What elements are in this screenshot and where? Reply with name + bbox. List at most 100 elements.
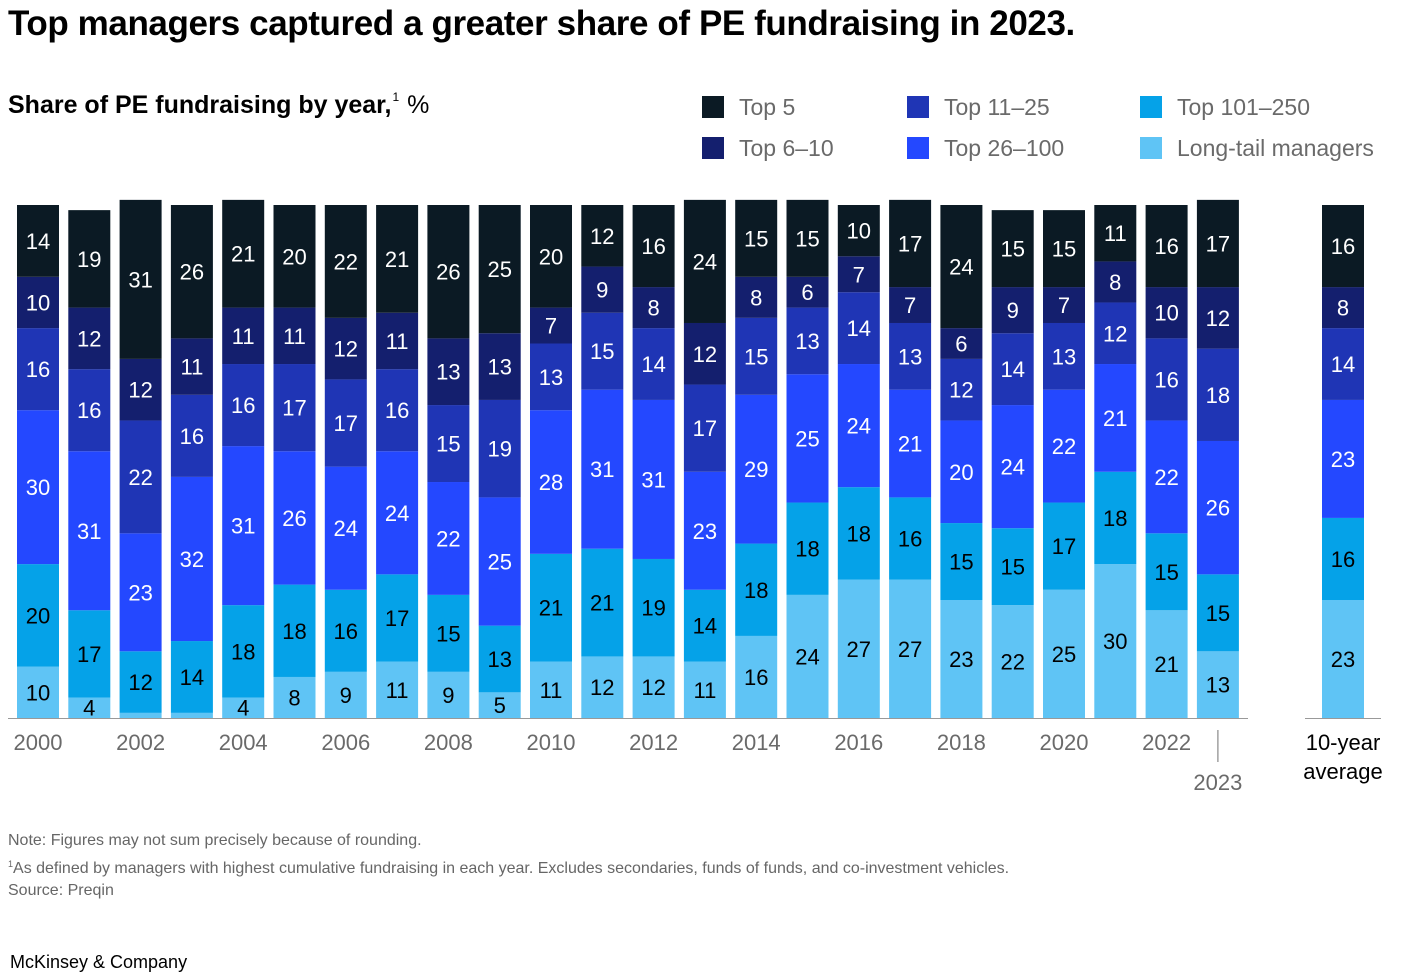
data-label-2004-top-5: 21: [231, 242, 255, 267]
data-label-2016-top-6-10: 7: [853, 262, 865, 287]
bar-segment-2012-top-26-100: [632, 399, 675, 559]
data-label-2012-top-11-25: 14: [641, 352, 665, 377]
data-label-2007-top-11-25: 16: [385, 398, 409, 423]
bar-segment-2008-top-6-10: [427, 338, 470, 406]
data-label-2016-top-11-25: 14: [847, 316, 871, 341]
data-label-2005-top-5: 20: [282, 244, 306, 269]
data-label-2021-top-5: 11: [1104, 221, 1127, 246]
bar-segment-2010-top-101-250: [530, 553, 572, 662]
x-tick-label-2023: 2023: [1193, 770, 1242, 795]
data-label-2015-top-101-250: 18: [795, 537, 819, 562]
data-label-2012-top-5: 16: [641, 234, 665, 259]
bar-segment-2007-top-11-25: [376, 369, 419, 452]
data-label-2021-long-tail-managers: 30: [1103, 629, 1127, 654]
bar-segment-2012-top-6-10: [632, 287, 675, 329]
bar-segment-2014-top-11-25: [735, 317, 778, 395]
bar-segment-2022-top-5: [1145, 205, 1188, 288]
bar-segment-2018-top-6-10: [940, 328, 983, 359]
bar-segment-2004-top-26-100: [222, 446, 265, 606]
bar-segment-2010-top-6-10: [530, 307, 572, 344]
legend-item-top-6-10: Top 6–10: [702, 133, 834, 163]
legend-swatch-long-tail: [1140, 137, 1162, 159]
data-label-2016-top-5: 10: [847, 219, 871, 244]
bar-segment-2015-long-tail-managers: [786, 594, 829, 718]
data-label-average-top-5: 16: [1331, 234, 1355, 259]
average-label-line2: average: [1303, 759, 1383, 784]
bar-segment-2021-long-tail-managers: [1094, 564, 1137, 718]
legend-swatch-top-5: [702, 96, 724, 118]
legend-swatch-top-11-25: [907, 96, 929, 118]
data-label-2007-top-5: 21: [385, 247, 409, 272]
source-note: Source: Preqin: [8, 882, 114, 899]
bar-segment-2004-top-11-25: [222, 364, 265, 447]
data-label-2020-top-101-250: 17: [1052, 534, 1076, 559]
bar-segment-2022-top-26-100: [1145, 420, 1188, 534]
bar-segment-2016-top-101-250: [837, 487, 880, 580]
data-label-2012-long-tail-managers: 12: [641, 675, 665, 700]
data-label-2012-top-6-10: 8: [647, 296, 659, 321]
data-label-2001-top-6-10: 12: [77, 326, 101, 351]
data-label-2016-long-tail-managers: 27: [847, 637, 871, 662]
data-label-2009-top-5: 25: [487, 257, 511, 282]
bar-segment-2015-top-101-250: [786, 502, 829, 595]
bar-segment-2013-top-6-10: [683, 322, 726, 385]
bar-segment-2002-top-5: [119, 199, 162, 359]
legend-item-top-11-25: Top 11–25: [907, 92, 1050, 122]
data-label-2021-top-6-10: 8: [1109, 270, 1121, 295]
bar-segment-2005-top-11-25: [273, 364, 316, 452]
data-label-2019-top-26-100: 24: [1000, 455, 1024, 480]
stacked-bar-chart: 10 20 30 16 10 14 4 17 31 16 12 19 12 23 22 12 31 14 32 16 1…: [8, 199, 1383, 795]
data-label-2013-top-101-250: 14: [693, 614, 717, 639]
data-label-2020-top-11-25: 13: [1052, 344, 1076, 369]
data-label-2017-top-101-250: 16: [898, 526, 922, 551]
data-label-2008-top-6-10: 13: [436, 360, 460, 385]
data-label-2003-top-5: 26: [180, 260, 204, 285]
data-label-2008-top-26-100: 22: [436, 526, 460, 551]
data-label-2004-top-101-250: 18: [231, 639, 255, 664]
bar-segment-average-long-tail-managers: [1322, 600, 1364, 718]
data-label-2023-top-26-100: 26: [1206, 496, 1230, 521]
bar-segment-2000-top-5: [17, 205, 59, 277]
bar-segment-average-top-5: [1322, 205, 1364, 288]
data-label-2015-top-6-10: 6: [801, 280, 813, 305]
bar-segment-2020-top-5: [1043, 210, 1085, 288]
data-label-2011-top-101-250: 21: [590, 591, 614, 616]
bar-segment-2008-top-26-100: [427, 482, 470, 595]
data-label-2007-top-26-100: 24: [385, 501, 409, 526]
data-label-2019-top-11-25: 14: [1000, 357, 1024, 382]
bar-segment-2021-top-6-10: [1094, 261, 1137, 303]
data-label-2000-top-26-100: 30: [26, 475, 50, 500]
bar-segment-2011-top-101-250: [581, 548, 624, 657]
data-label-2016-top-101-250: 18: [847, 521, 871, 546]
bar-segment-2006-top-6-10: [324, 317, 367, 380]
data-label-2011-top-6-10: 9: [596, 278, 608, 303]
data-label-2016-top-26-100: 24: [847, 414, 871, 439]
bar-segment-2019-top-26-100: [991, 405, 1034, 529]
bar-segment-2018-top-26-100: [940, 420, 983, 524]
bar-segment-2016-top-11-25: [837, 292, 880, 365]
data-label-2011-long-tail-managers: 12: [590, 675, 614, 700]
bar-segment-2021-top-101-250: [1094, 471, 1137, 565]
data-label-2006-long-tail-managers: 9: [340, 683, 352, 708]
bar-segment-2006-top-11-25: [324, 379, 367, 467]
bar-segment-2012-long-tail-managers: [632, 656, 675, 718]
data-label-2023-top-6-10: 12: [1206, 306, 1230, 331]
bar-segment-2022-top-6-10: [1145, 287, 1188, 339]
data-label-2017-top-6-10: 7: [904, 293, 916, 318]
bar-segment-2014-top-101-250: [735, 543, 778, 636]
data-label-2007-top-101-250: 17: [385, 606, 409, 631]
chart-title: Top managers captured a greater share of…: [8, 4, 1075, 43]
bar-segment-2016-top-26-100: [837, 364, 880, 488]
bar-segment-2005-top-6-10: [273, 307, 316, 365]
bar-segment-2009-top-6-10: [478, 333, 521, 400]
x-tick-label-2008: 2008: [424, 730, 473, 755]
brand-logo-text: McKinsey & Company: [10, 952, 188, 972]
data-label-2019-top-101-250: 15: [1000, 555, 1024, 580]
bar-segment-2001-long-tail-managers: [68, 697, 111, 718]
bar-segment-2017-top-26-100: [889, 389, 932, 498]
bar-segment-2003-long-tail-managers: [170, 712, 213, 718]
data-label-2019-top-6-10: 9: [1007, 298, 1019, 323]
bar-segment-2022-long-tail-managers: [1145, 610, 1188, 718]
footnote-mark: 1: [8, 858, 14, 869]
legend-label-top-11-25: Top 11–25: [944, 93, 1050, 120]
